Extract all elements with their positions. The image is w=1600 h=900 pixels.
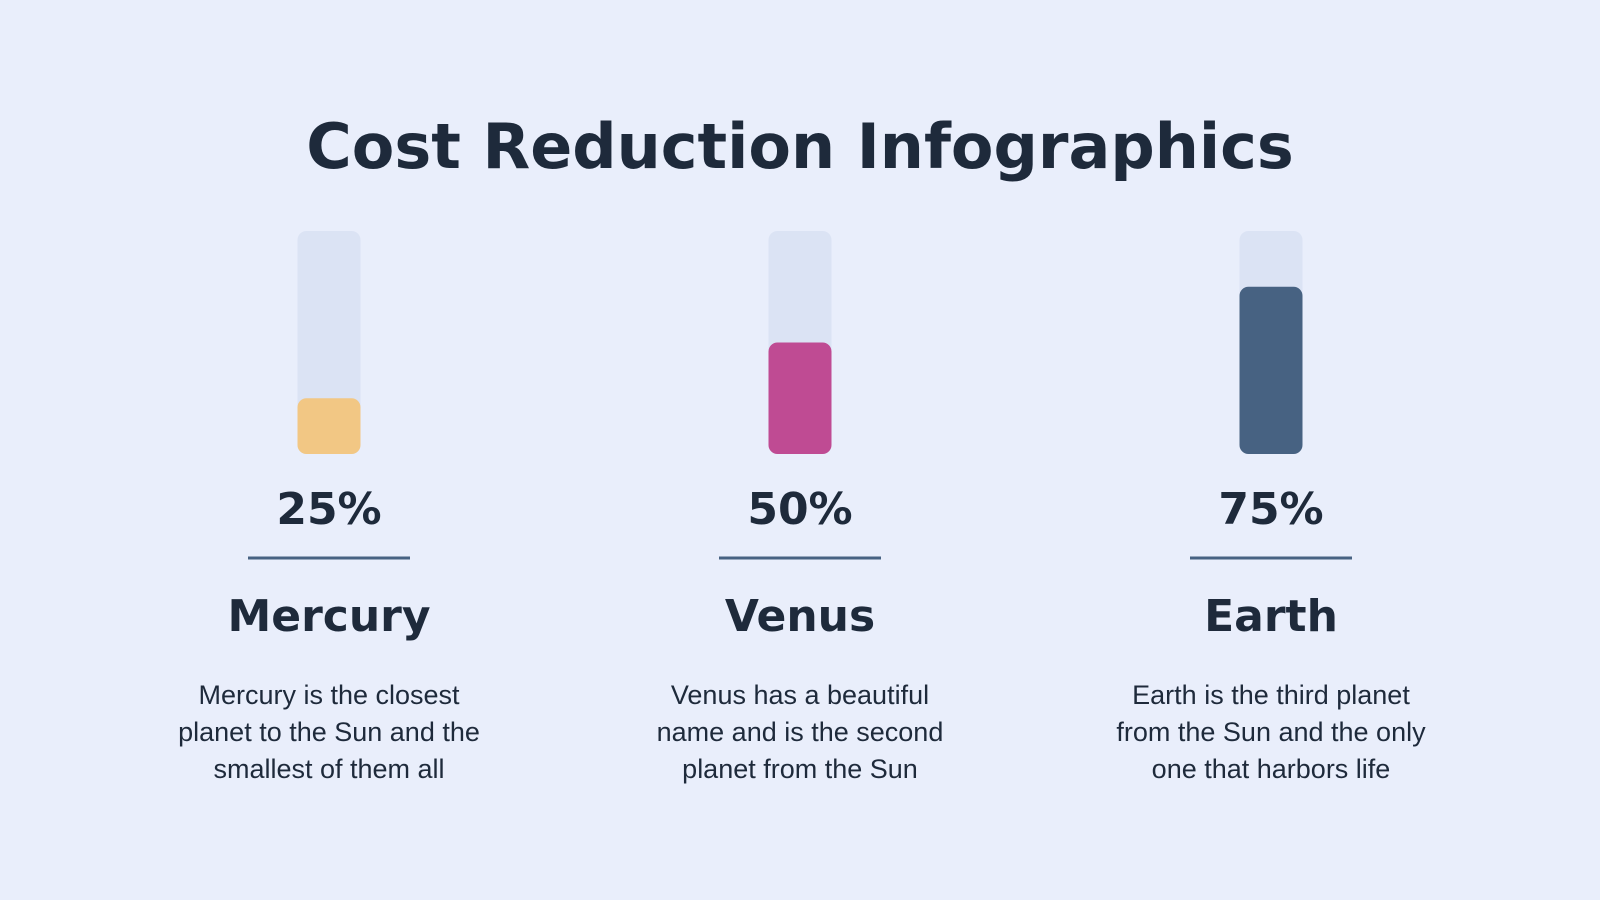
description: name and is the second [657,717,944,747]
chart-title: Cost Reduction Infographics [306,110,1294,183]
bar [297,398,361,454]
value-label: 25% [276,484,381,535]
description: planet from the Sun [682,754,918,784]
value-label: 75% [1218,484,1323,535]
bar [1239,286,1303,454]
description: planet to the Sun and the [178,717,480,747]
bar [768,342,832,454]
category-label: Mercury [227,591,430,642]
description: Earth is the third planet [1132,680,1410,710]
description: one that harbors life [1152,754,1391,784]
description: smallest of them all [213,754,444,784]
description: Mercury is the closest [198,680,460,710]
category-label: Earth [1204,591,1338,642]
description: from the Sun and the only [1116,717,1426,747]
value-label: 50% [747,484,852,535]
description: Venus has a beautiful [671,680,929,710]
category-label: Venus [725,591,875,642]
